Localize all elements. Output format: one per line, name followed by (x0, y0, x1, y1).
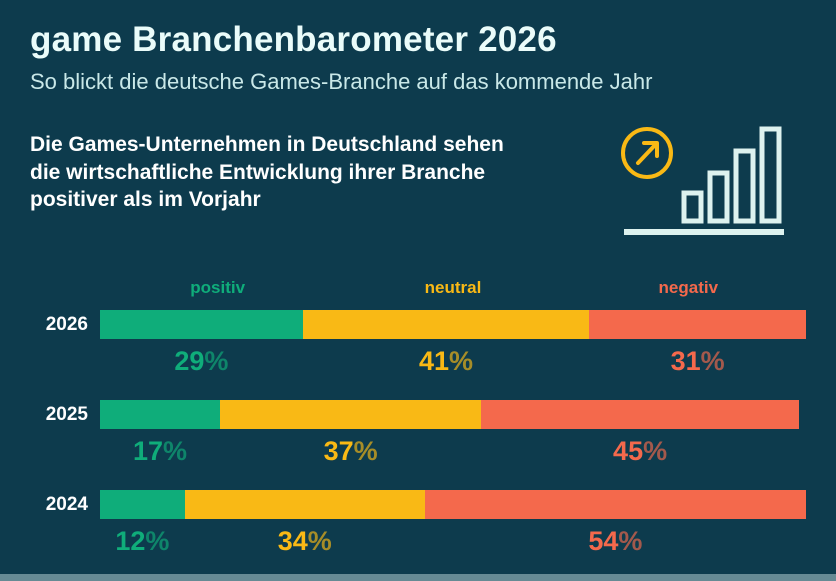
rising-bar-chart-icon (624, 126, 784, 235)
bar-segment-negativ-2024 (424, 490, 806, 519)
percent-sign: % (700, 346, 725, 376)
bar-segment-positiv-2026 (100, 310, 303, 339)
page-title: game Branchenbarometer 2026 (30, 20, 557, 59)
percent-labels-2024: 12% 34% 54% (100, 526, 806, 557)
percent-label-neutral-2025: 37% (220, 436, 481, 467)
chart-row-2025: 2025 17% 37% 45% (30, 400, 806, 467)
percent-label-positiv-2024: 12% (100, 526, 185, 557)
percent-label-negativ-2026: 31% (589, 346, 806, 377)
growth-illustration (620, 121, 788, 244)
percent-value: 29 (174, 346, 205, 376)
bar-segment-neutral-2025 (220, 400, 482, 429)
bar-segment-negativ-2026 (589, 310, 807, 339)
percent-value: 17 (132, 436, 164, 466)
percent-labels-2026: 29% 41% 31% (100, 346, 806, 377)
arrow-up-right-in-circle-icon (621, 127, 673, 179)
chart-rows: 2026 29% 41% 31% 2025 17% 37% 45% 2024 12% 34% 54% (30, 310, 807, 557)
stacked-bar-2025 (100, 400, 806, 429)
percent-sign: % (353, 436, 378, 466)
percent-sign: % (618, 526, 643, 556)
bar-area-2024: 12% 34% 54% (100, 490, 806, 557)
percent-labels-2025: 17% 37% 45% (100, 436, 806, 467)
percent-value: 31 (670, 346, 701, 376)
legend-label-negativ: negativ (658, 278, 719, 297)
chart-row-2024: 2024 12% 34% 54% (30, 490, 806, 557)
rising-bar-chart-with-arrow-icon (621, 126, 784, 235)
percent-label-negativ-2024: 54% (425, 526, 806, 557)
year-label-2025: 2025 (45, 404, 88, 425)
bar-segment-neutral-2026 (302, 310, 590, 339)
percent-value: 34 (277, 526, 308, 556)
percent-sign: % (449, 346, 474, 376)
bar-area-2025: 17% 37% 45% (100, 400, 806, 467)
legend-label-positiv: positiv (190, 278, 246, 297)
percent-label-neutral-2026: 41% (303, 346, 590, 377)
percent-label-positiv-2026: 29% (100, 346, 303, 377)
percent-value: 54 (588, 526, 619, 556)
header: game Branchenbarometer 2026 So blickt di… (30, 20, 806, 95)
percent-label-positiv-2025: 17% (100, 436, 220, 467)
chart-row-2026: 2026 29% 41% 31% (30, 310, 807, 377)
bar-segment-positiv-2025 (100, 400, 221, 429)
description-text: Die Games-Unternehmen in Deutschland seh… (30, 133, 504, 212)
page-subtitle: So blickt die deutsche Games-Branche auf… (30, 69, 653, 94)
percent-value: 37 (323, 436, 354, 466)
percent-value: 41 (418, 346, 450, 376)
percent-sign: % (307, 526, 332, 556)
intro-section: Die Games-Unternehmen in Deutschland seh… (30, 126, 806, 244)
legend-label-neutral: neutral (424, 278, 482, 297)
bar-segment-negativ-2025 (481, 400, 799, 429)
percent-label-neutral-2024: 34% (185, 526, 425, 557)
percent-sign: % (163, 436, 188, 466)
stacked-bar-2024 (100, 490, 806, 519)
bar-segment-positiv-2024 (100, 490, 185, 519)
percent-value: 45 (613, 436, 644, 466)
chart-legend: positiv neutral negativ (100, 278, 806, 298)
percent-sign: % (204, 346, 229, 376)
year-label-2026: 2026 (45, 314, 88, 335)
bottom-divider (0, 574, 836, 581)
stacked-bar-2026 (100, 310, 807, 339)
sentiment-chart: positiv neutral negativ 2026 29% 41% 31% 2025 1… (30, 278, 807, 557)
percent-label-negativ-2025: 45% (481, 436, 799, 467)
bar-area-2026: 29% 41% 31% (100, 310, 807, 377)
percent-sign: % (643, 436, 668, 466)
percent-value: 12 (115, 526, 146, 556)
percent-sign: % (145, 526, 170, 556)
bar-segment-neutral-2024 (184, 490, 425, 519)
year-label-2024: 2024 (45, 494, 88, 515)
